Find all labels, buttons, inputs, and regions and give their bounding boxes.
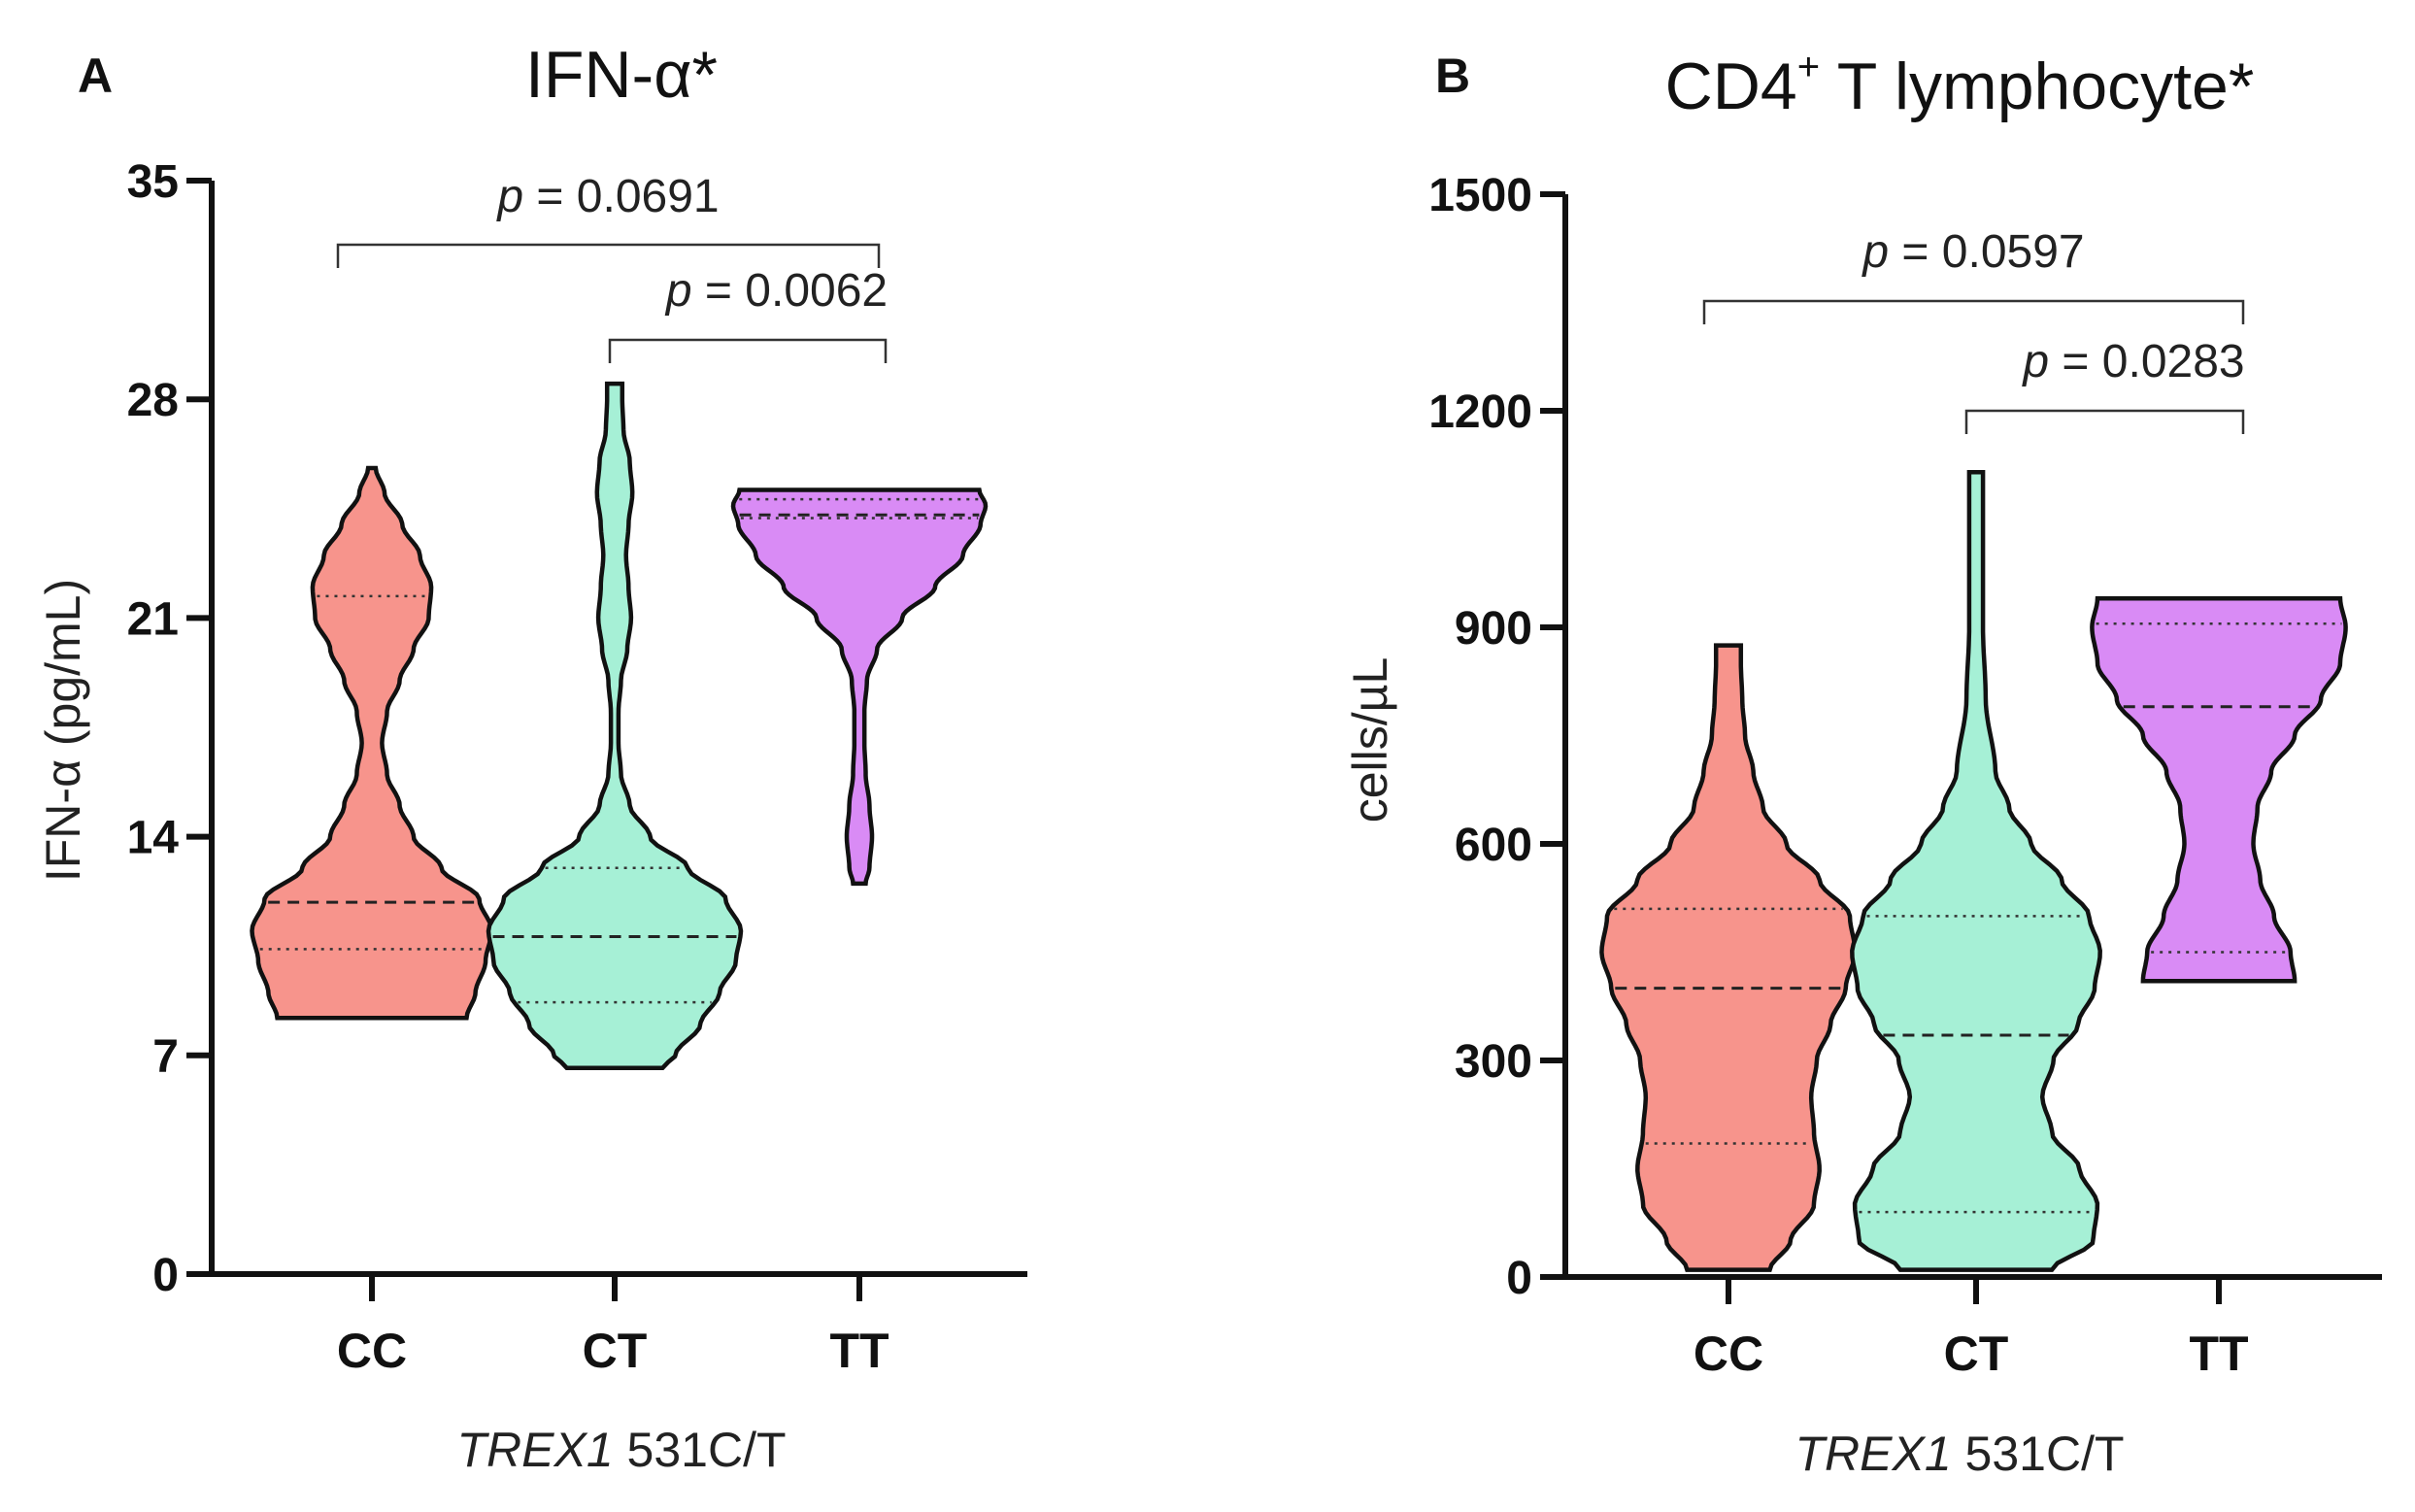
y-tick-label: 21	[127, 593, 179, 645]
y-tick-label: 0	[1506, 1253, 1532, 1304]
x-tick-label-tt: TT	[829, 1324, 889, 1378]
y-tick-label: 7	[152, 1031, 179, 1083]
y-tick-label: 300	[1455, 1036, 1532, 1088]
panel-b-label: B	[1435, 49, 1470, 103]
panel-a-significance-brackets: p = 0.0691 p = 0.0062	[336, 171, 888, 363]
violin-cc	[250, 465, 494, 1021]
x-tick-label-ct: CT	[1944, 1327, 2009, 1381]
violin-cc	[1599, 643, 1858, 1272]
panel-b-x-ticks: CC CT TT	[1694, 1277, 2249, 1381]
y-tick-label: 14	[127, 813, 180, 864]
panel-b-y-ticks: 0 300 600 900 1200 1500	[1428, 170, 1565, 1304]
y-tick-label: 600	[1455, 820, 1532, 871]
p-value-ct-tt: p = 0.0062	[664, 265, 888, 317]
panel-b-y-axis-label: cells/µL	[1343, 657, 1397, 823]
y-tick-label: 0	[152, 1250, 179, 1301]
panel-a-y-ticks: 0 7 14 21 28 35	[127, 156, 212, 1301]
x-tick-label-tt: TT	[2189, 1327, 2248, 1381]
bracket-ct-tt	[608, 338, 888, 363]
bracket-cc-tt	[336, 243, 881, 268]
bracket-cc-tt	[1702, 299, 2245, 324]
x-tick-label-cc: CC	[337, 1324, 407, 1378]
panel-b-x-axis-label: TREX1 531C/T	[1794, 1427, 2124, 1481]
panel-a-label: A	[78, 49, 113, 103]
y-tick-label: 35	[127, 156, 179, 208]
bracket-ct-tt	[1964, 409, 2245, 434]
x-tick-label-ct: CT	[583, 1324, 648, 1378]
p-value-ct-tt: p = 0.0283	[2021, 336, 2244, 387]
y-tick-label: 28	[127, 375, 179, 426]
y-tick-label: 900	[1455, 603, 1532, 655]
x-tick-label-cc: CC	[1694, 1327, 1763, 1381]
violin-ct	[486, 381, 744, 1070]
panel-a-x-axis-label: TREX1 531C/T	[456, 1423, 786, 1477]
panel-a: A IFN-α* IFN-α (pg/mL) TREX1 531C/T p = …	[36, 38, 1027, 1477]
y-tick-label: 1200	[1428, 386, 1532, 438]
violin-tt	[730, 487, 989, 887]
panel-b: B CD4+ T lymphocyte* cells/µL TREX1 531C…	[1343, 46, 2382, 1481]
panel-b-title: CD4+ T lymphocyte*	[1665, 46, 2255, 123]
violin-ct	[1850, 469, 2102, 1272]
panel-b-significance-brackets: p = 0.0597 p = 0.0283	[1702, 226, 2245, 434]
panel-a-title: IFN-α*	[525, 38, 718, 112]
p-value-cc-tt: p = 0.0597	[1861, 226, 2084, 278]
violin-tt	[2090, 596, 2348, 984]
panel-a-violins	[250, 381, 989, 1070]
panel-a-x-ticks: CC CT TT	[337, 1274, 889, 1378]
panel-a-y-axis-label: IFN-α (pg/mL)	[36, 579, 90, 882]
panel-b-violins	[1599, 469, 2348, 1272]
y-tick-label: 1500	[1428, 170, 1532, 221]
p-value-cc-tt: p = 0.0691	[495, 171, 719, 222]
